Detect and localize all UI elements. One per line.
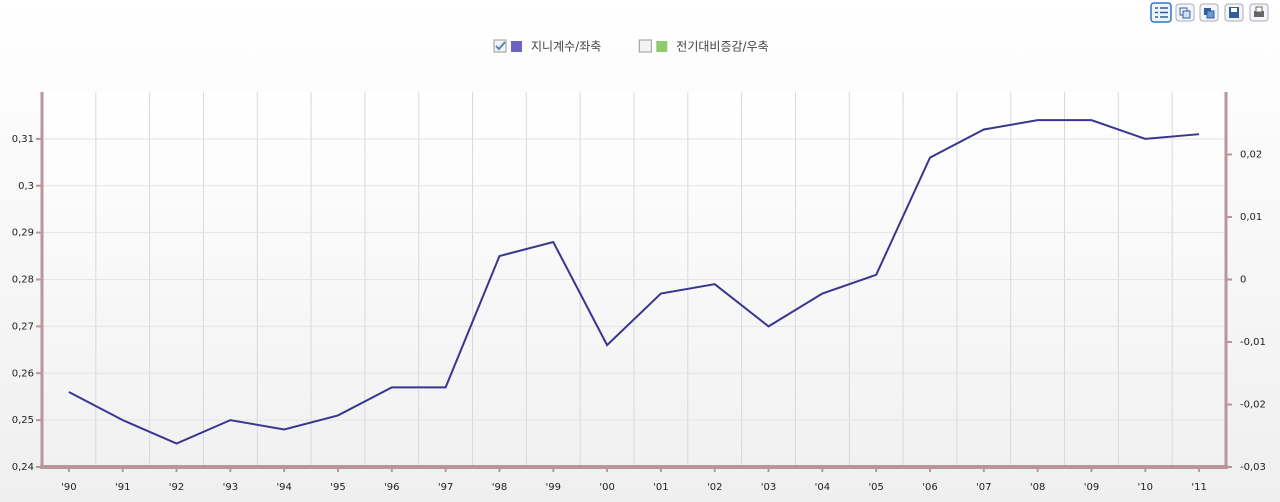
- icon: [1254, 11, 1264, 17]
- x-tick-label: '08: [1030, 482, 1045, 493]
- y2-tick-label: -0,02: [1240, 400, 1266, 411]
- icon: [1206, 10, 1215, 19]
- legend-label: 지니계수/좌축: [531, 40, 601, 54]
- x-tick-label: '92: [169, 482, 184, 493]
- y-tick-label: 0,31: [12, 134, 34, 145]
- toolbar: [1150, 2, 1269, 23]
- icon: [1182, 10, 1191, 19]
- y2-tick-label: 0,01: [1240, 212, 1262, 223]
- x-tick-label: '09: [1084, 482, 1099, 493]
- x-tick-label: '04: [815, 482, 830, 493]
- y2-tick-label: -0,03: [1240, 462, 1266, 473]
- x-tick-label: '11: [1191, 482, 1206, 493]
- x-tick-label: '90: [61, 482, 76, 493]
- x-tick-label: '96: [384, 482, 399, 493]
- x-tick-label: '01: [653, 482, 668, 493]
- y-tick-label: 0,26: [12, 368, 34, 379]
- legend: 지니계수/좌축 전기대비증감/우축: [493, 39, 769, 54]
- icon: [1155, 7, 1168, 18]
- y2-tick-label: 0: [1240, 275, 1246, 286]
- legend-check: [495, 41, 506, 51]
- x-tick-label: '99: [546, 482, 561, 493]
- x-tick-label: '10: [1138, 482, 1153, 493]
- legend-item[interactable]: 전기대비증감/우축: [638, 39, 769, 54]
- y-tick-label: 0,25: [12, 415, 34, 426]
- y-tick-label: 0,27: [12, 321, 34, 332]
- x-tick-label: '97: [438, 482, 453, 493]
- legend-swatch: [656, 41, 668, 52]
- x-tick-label: '06: [922, 482, 937, 493]
- x-tick-label: '05: [868, 482, 883, 493]
- legend-swatch: [511, 41, 522, 52]
- x-tick-label: '03: [761, 482, 776, 493]
- icon: [1255, 6, 1263, 13]
- x-tick-label: '02: [707, 482, 722, 493]
- y2-tick-label: 0,02: [1240, 150, 1262, 161]
- legend-checkbox[interactable]: [638, 39, 652, 53]
- y2-tick-label: -0,01: [1240, 337, 1266, 348]
- icon: [1229, 7, 1239, 18]
- x-tick-label: '00: [599, 482, 614, 493]
- x-tick-label: '94: [276, 482, 291, 493]
- y-tick-label: 0,3: [18, 181, 34, 192]
- x-tick-label: '91: [115, 482, 130, 493]
- x-tick-label: '95: [330, 482, 345, 493]
- series-line: [68, 119, 1200, 445]
- x-tick-label: '93: [223, 482, 238, 493]
- legend-item[interactable]: 지니계수/좌축: [493, 39, 601, 54]
- legend-label: 전기대비증감/우축: [676, 40, 768, 54]
- x-tick-label: '07: [976, 482, 991, 493]
- y-tick-label: 0,29: [12, 228, 34, 239]
- x-tick-label: '98: [492, 482, 507, 493]
- y-tick-label: 0,28: [12, 275, 34, 286]
- icon: [1231, 8, 1237, 12]
- y-tick-label: 0,24: [12, 462, 34, 473]
